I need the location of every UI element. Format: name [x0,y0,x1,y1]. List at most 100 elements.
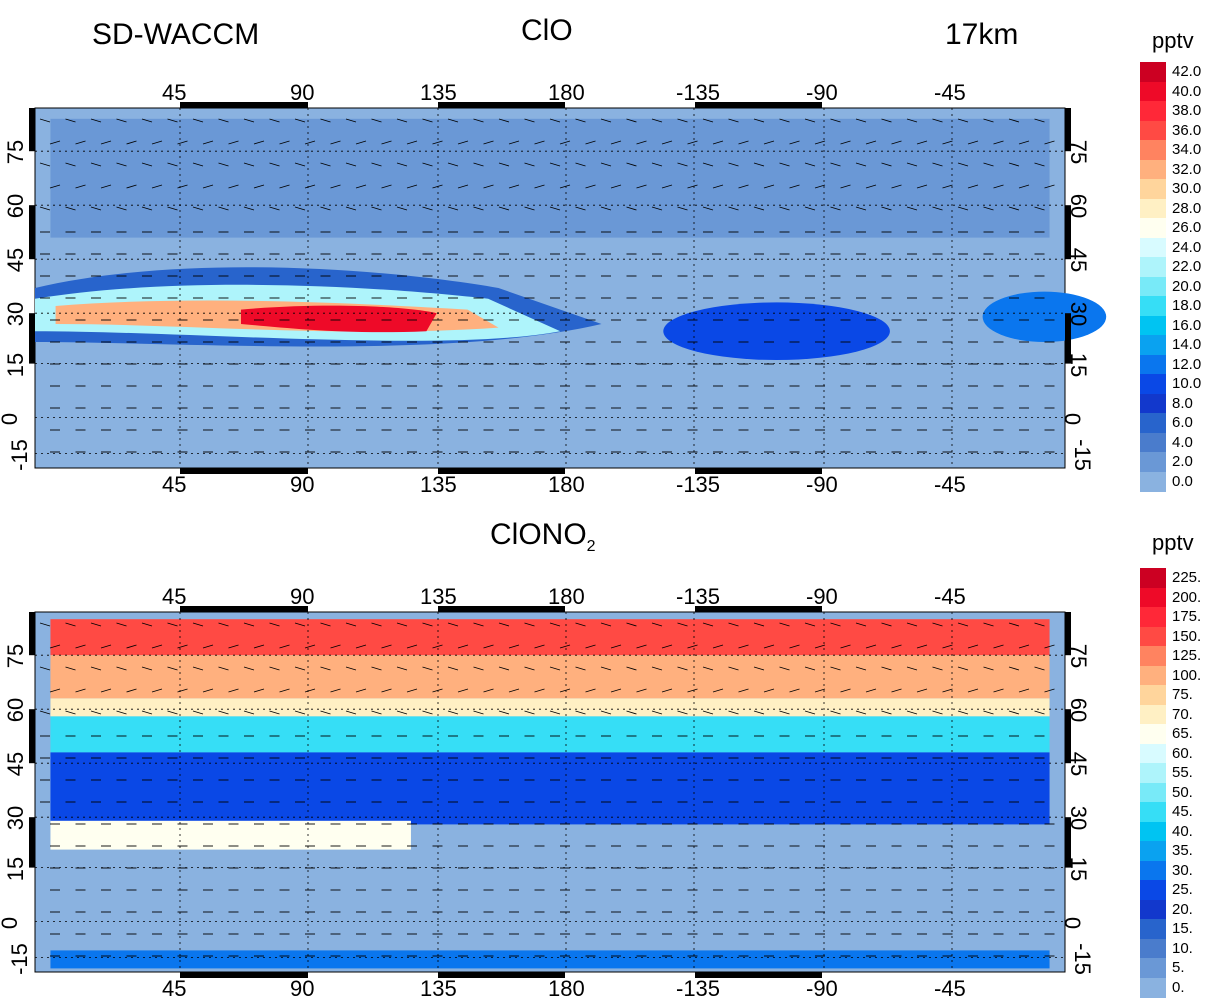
wind-vector [738,140,749,145]
wind-vector [39,622,51,627]
wind-vector [279,140,290,145]
colorbar-label: 50. [1172,783,1193,801]
top-lon-tick: -90 [806,80,838,105]
colorbar-label: 8.0 [1172,394,1193,412]
wind-vector [100,140,112,145]
colorbar-label: 24.0 [1172,238,1202,256]
wind-vector [355,644,367,649]
wind-vector [626,206,637,211]
colorbar-label: 4.0 [1172,433,1193,451]
wind-vector [524,622,535,627]
left-lat-tick: 15 [3,352,29,377]
colorbar-swatch [1140,257,1166,277]
colorbar-label: 25. [1172,881,1193,898]
wind-vector [983,666,994,671]
clono2-cyan-band [50,716,1050,753]
wind-vector [524,118,535,123]
frame-bar-right [1065,108,1071,152]
wind-vector [1044,644,1055,649]
wind-vector [814,644,826,649]
left-lat-tick: 75 [3,643,29,669]
colorbar-swatch [1140,120,1166,141]
wind-vector [432,644,443,649]
colorbar-label: 10.0 [1172,375,1202,392]
top-lon-tick: 45 [162,80,187,105]
wind-vector [983,118,994,123]
colorbar-label: 34.0 [1172,141,1202,158]
wind-vector [855,710,867,715]
left-lat-tick: 0 [0,412,23,424]
wind-vector [269,666,280,671]
bottom-lon-tick: -90 [806,976,838,1001]
wind-vector [814,184,826,189]
wind-vector [1018,644,1030,649]
wind-vector [218,162,229,167]
clono2-southern-band [50,950,1050,969]
wind-vector [626,710,637,715]
wind-vector [381,184,392,189]
left-lat-tick: 45 [3,247,29,273]
colorbar-label: 125. [1172,647,1202,664]
wind-vector [575,162,586,167]
wind-vector [753,710,765,715]
wind-vector [534,688,545,693]
wind-vector [779,206,790,211]
wind-vector [167,162,178,167]
top-lon-tick: 180 [548,80,585,105]
colorbar-label: 225. [1172,569,1202,586]
wind-vector [728,162,739,167]
wind-vector [855,162,867,167]
top-lon-tick: 135 [420,80,457,105]
top-lon-tick: -45 [934,80,966,105]
wind-vector [508,184,520,189]
frame-bar-bottom [438,468,565,474]
wind-vector [498,118,510,123]
right-lat-tick: 15 [1066,856,1092,881]
wind-vector [126,184,137,189]
wind-vector [804,710,816,715]
wind-vector [320,666,331,671]
wind-vector [610,140,622,145]
wind-vector [177,140,188,145]
colorbar-swatch [1140,296,1166,316]
colorbar-swatch [1140,179,1166,199]
wind-vector [294,118,306,123]
wind-vector [90,666,102,671]
wind-vector [65,206,76,211]
wind-vector [422,206,433,211]
wind-vector [906,118,918,123]
colorbar-label: 30.0 [1172,180,1202,197]
wind-vector [738,688,749,693]
frame-bar-right [1065,817,1071,868]
colorbar-swatch [1140,218,1166,238]
colorbar-label: 22.0 [1172,258,1202,275]
wind-vector [371,162,382,167]
wind-vector [559,644,571,649]
wind-vector [1018,688,1030,693]
wind-vector [75,688,86,693]
left-lat-tick: 30 [3,805,29,831]
clo-northern-band [50,118,1050,238]
wind-vector [881,666,892,671]
wind-vector [1008,622,1020,627]
wind-vector [549,710,561,715]
wind-vector [279,688,290,693]
wind-vector [269,162,280,167]
right-lat-tick: 75 [1066,643,1092,669]
wind-vector [677,206,688,211]
colorbar-swatch [1140,276,1166,297]
wind-vector [406,644,418,649]
wind-vector [218,622,229,627]
wind-vector [447,206,459,211]
wind-vector [728,622,739,627]
wind-vector [610,644,622,649]
wind-vector [906,622,918,627]
wind-vector [65,666,76,671]
wind-vector [932,118,943,123]
wind-vector [381,644,392,649]
wind-vector [942,644,953,649]
bottom-lon-tick: 180 [548,472,585,497]
wind-vector [243,710,255,715]
wind-vector [141,710,153,715]
wind-vector [228,184,239,189]
